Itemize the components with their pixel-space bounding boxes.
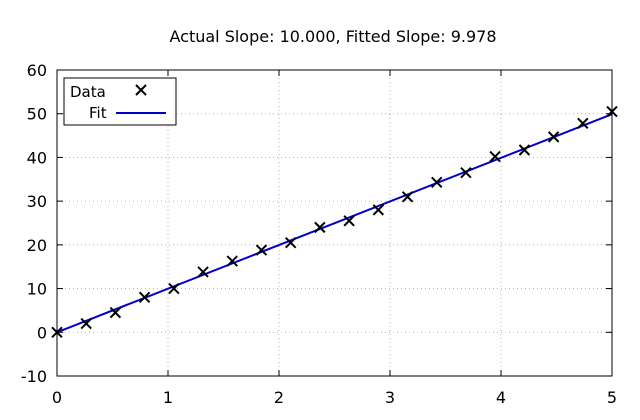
legend-box: [63, 77, 177, 126]
data-point-stroke: [255, 244, 268, 256]
data-point-stroke: [197, 266, 209, 278]
data-point-stroke: [284, 236, 297, 249]
legend-label-fit: Fit: [89, 104, 107, 122]
x-tick-label: 4: [496, 388, 506, 407]
y-tick-label: 40: [27, 148, 47, 167]
data-point-stroke: [226, 255, 238, 267]
data-point: [314, 221, 326, 234]
y-tick-label: 0: [37, 323, 47, 342]
plot-frame: [56, 69, 613, 377]
data-point: [168, 282, 180, 295]
x-tick-label: 3: [385, 388, 395, 407]
data-point-stroke: [460, 167, 472, 179]
data-point: [431, 176, 443, 189]
data-point: [489, 150, 501, 163]
ticks: 0 1 2 3 4 5 -10 0 10 20 30 40 50 60: [21, 61, 617, 407]
data-point-stroke: [314, 221, 326, 234]
legend-label-data: Data: [70, 83, 106, 101]
data-point: [460, 167, 472, 179]
data-point: [547, 131, 560, 143]
data-point: [577, 117, 589, 130]
y-tick-label: 60: [27, 61, 47, 80]
data-point-stroke: [518, 144, 531, 156]
y-tick-label: 50: [27, 105, 47, 124]
data-point-stroke: [168, 282, 180, 295]
data-point-stroke: [401, 191, 414, 203]
fit-line: [56, 113, 613, 334]
data-point-stroke: [343, 215, 355, 227]
data-point-stroke: [109, 306, 122, 319]
data-point-stroke: [431, 176, 443, 189]
x-tick-label: 2: [274, 388, 284, 407]
data-point-stroke: [138, 291, 151, 304]
x-tick-label: 5: [607, 388, 617, 407]
x-tick-label: 0: [52, 388, 62, 407]
y-tick-label: 30: [27, 192, 47, 211]
data-point: [284, 236, 297, 249]
y-tick-label: 20: [27, 236, 47, 255]
data-point-stroke: [547, 131, 560, 143]
data-point-stroke: [489, 150, 501, 163]
data-point: [138, 291, 151, 304]
y-tick-label: -10: [21, 367, 47, 386]
data-point: [109, 306, 122, 319]
data-point-stroke: [372, 204, 385, 216]
data-point: [518, 144, 531, 156]
data-point-stroke: [80, 317, 92, 330]
data-point: [401, 191, 414, 203]
data-point: [372, 204, 385, 216]
data-point: [197, 266, 209, 278]
legend: Data Fit: [63, 77, 177, 126]
legend-marker-data: [135, 84, 147, 96]
data-point-stroke: [577, 117, 589, 130]
x-tick-label: 1: [163, 388, 173, 407]
chart-title: Actual Slope: 10.000, Fitted Slope: 9.97…: [169, 27, 496, 46]
series-layer: [51, 105, 618, 338]
y-tick-label: 10: [27, 280, 47, 299]
data-point: [80, 317, 92, 330]
data-point: [343, 215, 355, 227]
data-point: [255, 244, 268, 256]
data-point: [226, 255, 238, 267]
